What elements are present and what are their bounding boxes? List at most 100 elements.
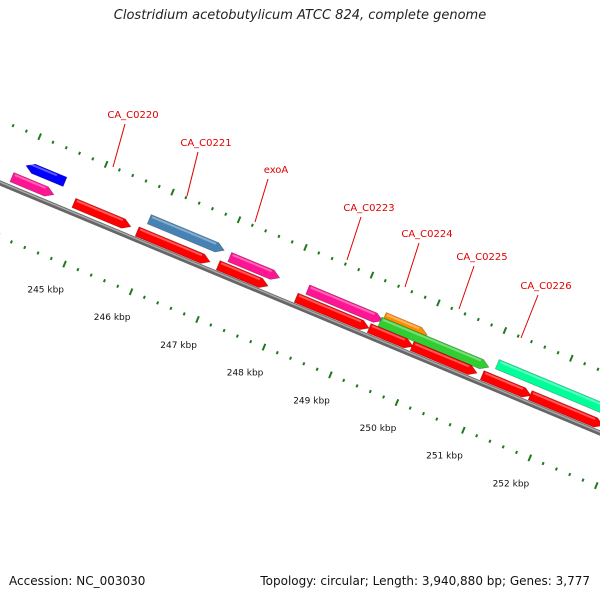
kbp-label: 247 kbp — [160, 341, 197, 351]
major-tick — [594, 482, 599, 490]
minor-tick — [330, 256, 334, 261]
minor-tick — [541, 461, 545, 466]
gene-ca-c0226-arrow-a — [479, 370, 532, 398]
minor-tick — [142, 295, 146, 300]
gene-ca-c0220-arrow-shine — [76, 200, 124, 221]
gene-ca-c0221-arrow-shine — [139, 228, 203, 257]
accession-text: Accession: NC_003030 — [9, 574, 146, 588]
minor-tick — [11, 123, 15, 128]
minor-tick — [197, 201, 201, 205]
minor-tick — [102, 278, 106, 283]
minor-tick — [435, 417, 439, 421]
gene-ca-c0226-bar-shine — [499, 361, 600, 405]
minor-tick — [342, 378, 346, 383]
minor-tick — [184, 195, 188, 200]
minor-tick — [357, 267, 361, 272]
minor-tick — [543, 345, 547, 349]
minor-tick — [463, 312, 467, 316]
gene-ca-c0226-arrow-a-shine — [484, 372, 524, 390]
major-tick — [170, 188, 175, 196]
gene-ca-c0220-arrow — [71, 197, 132, 229]
gene-label: CA_C0221 — [180, 138, 231, 149]
minor-tick — [554, 467, 558, 471]
gene-ca-c0225-arrow-shine — [414, 343, 470, 368]
major-tick — [37, 133, 42, 141]
major-tick — [236, 216, 242, 224]
minor-tick — [410, 289, 414, 294]
minor-tick — [210, 206, 214, 211]
major-tick — [436, 299, 441, 307]
major-tick — [128, 288, 134, 296]
minor-tick — [250, 223, 254, 228]
gene-ca-c0223-bar-shine — [310, 286, 376, 316]
topology-text: Topology: circular; Length: 3,940,880 bp… — [260, 574, 590, 588]
minor-tick — [76, 267, 80, 272]
minor-tick — [343, 262, 347, 266]
major-tick — [394, 398, 400, 407]
kbp-label: 245 kbp — [27, 286, 64, 296]
minor-tick — [302, 361, 306, 366]
gene-label: CA_C0225 — [456, 252, 507, 263]
gene-label: CA_C0226 — [520, 281, 571, 292]
minor-tick — [24, 129, 28, 133]
minor-tick — [277, 234, 281, 239]
minor-tick — [23, 245, 27, 250]
label-leader-lines — [112, 123, 539, 339]
major-tick — [62, 260, 67, 268]
minor-tick — [448, 422, 452, 427]
major-tick — [328, 371, 333, 379]
minor-tick — [169, 306, 173, 311]
gene-labels: CA_C0220 CA_C0221 exoA CA_C0223 CA_C0224 CA_C… — [107, 110, 571, 292]
gene-exoa-bar-shine — [232, 254, 273, 273]
minor-tick — [315, 367, 319, 372]
minor-tick — [450, 306, 454, 311]
minor-tick — [91, 157, 95, 161]
kbp-label: 252 kbp — [493, 479, 530, 489]
minor-tick — [117, 168, 121, 172]
gene-ca-c0225-bar — [377, 316, 490, 370]
minor-tick — [275, 350, 279, 355]
gene-label: CA_C0220 — [107, 110, 158, 121]
gene-ca-c0225-arrow — [409, 341, 478, 375]
minor-tick — [224, 212, 228, 217]
kbp-label: 246 kbp — [94, 313, 131, 323]
leader-line — [254, 178, 269, 223]
gene-ca-c0221-bar-shine — [151, 216, 217, 245]
blue-gene-arrow — [25, 163, 68, 187]
leader-line — [346, 216, 362, 261]
gene-label: CA_C0223 — [343, 203, 394, 214]
gene-label: CA_C0224 — [401, 229, 452, 240]
kbp-label: 251 kbp — [426, 452, 463, 462]
minor-tick — [144, 179, 148, 183]
major-tick — [569, 354, 574, 362]
backbone-highlight — [0, 181, 600, 433]
gene-ca-c0226-bar — [494, 359, 600, 413]
gene-exoa-bar — [227, 252, 281, 280]
minor-tick — [488, 439, 492, 444]
outer-tick-track — [11, 123, 600, 372]
inner-tick-track — [0, 233, 599, 490]
gene-ca-c0221-bar — [146, 214, 225, 253]
backbone-line — [0, 180, 600, 436]
minor-tick — [383, 278, 387, 283]
major-tick — [527, 454, 533, 462]
blue-gene-arrow-shine — [28, 162, 58, 177]
minor-tick — [36, 251, 40, 255]
gene-exoa-arrow-shine — [220, 262, 261, 281]
major-tick — [369, 271, 375, 279]
minor-tick — [423, 295, 427, 300]
gene-ca-c0223-bar — [305, 284, 384, 323]
gene-label: exoA — [264, 165, 289, 176]
minor-tick — [583, 361, 587, 366]
minor-tick — [51, 140, 55, 145]
minor-tick — [235, 334, 239, 338]
minor-tick — [556, 350, 560, 355]
gene-exoa-arrow — [215, 260, 269, 288]
leader-line — [186, 151, 199, 197]
minor-tick — [355, 384, 359, 388]
minor-tick — [382, 395, 386, 399]
minor-tick — [397, 284, 401, 289]
gene-ca-c0223-arrow-shine — [298, 294, 362, 323]
